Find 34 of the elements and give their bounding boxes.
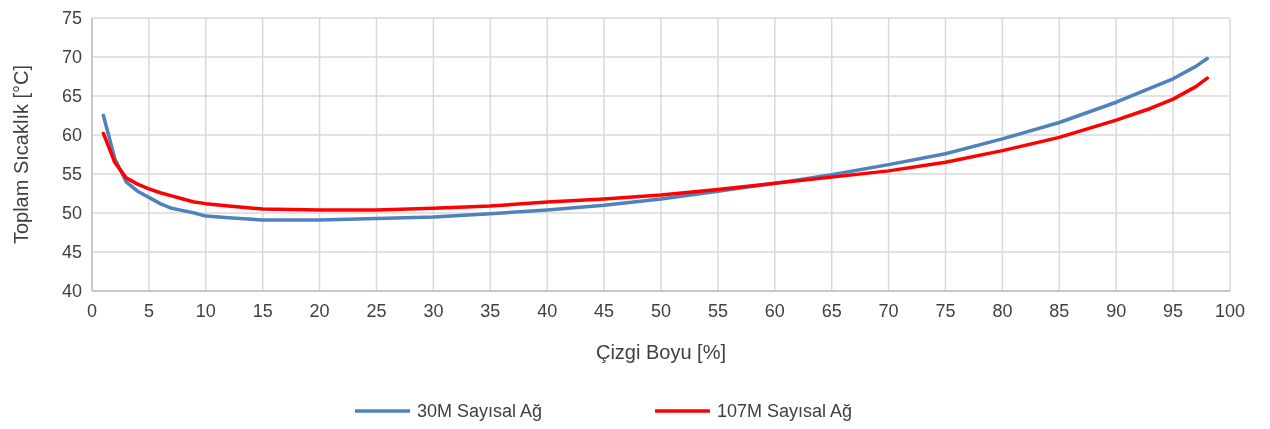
x-tick-label: 60 (764, 301, 785, 321)
x-tick-label: 100 (1214, 301, 1246, 321)
y-tick-label: 40 (61, 281, 82, 302)
x-tick-label: 30 (423, 301, 444, 321)
x-tick-label: 70 (878, 301, 899, 321)
x-tick-label: 40 (537, 301, 558, 321)
x-tick-label: 80 (992, 301, 1013, 321)
x-tick-label: 90 (1106, 301, 1127, 321)
y-tick-label: 75 (61, 8, 82, 29)
y-tick-label: 50 (61, 203, 82, 224)
x-tick-label: 25 (366, 301, 387, 321)
y-tick-label: 55 (61, 164, 82, 185)
x-tick-label: 65 (821, 301, 842, 321)
x-tick-label: 20 (309, 301, 330, 321)
x-tick-label: 10 (195, 301, 216, 321)
x-tick-label: 5 (143, 301, 154, 321)
y-tick-label: 70 (61, 47, 82, 68)
x-tick-label: 95 (1163, 301, 1184, 321)
x-tick-label: 50 (650, 301, 672, 321)
legend-label: 30M Sayısal Ağ (417, 401, 543, 422)
x-tick-label: 15 (252, 301, 273, 321)
x-tick-label: 85 (1049, 301, 1070, 321)
y-tick-label: 45 (61, 242, 82, 263)
x-axis-title: Çizgi Boyu [%] (595, 341, 727, 363)
y-tick-label: 65 (61, 86, 82, 107)
y-tick-label: 60 (61, 125, 82, 146)
line-series (101, 76, 1209, 212)
y-axis-title: Toplam Sıcaklık [°C] (10, 64, 32, 245)
legend-label: 107M Sayısal Ağ (717, 401, 853, 422)
x-tick-label: 35 (480, 301, 501, 321)
x-tick-label: 45 (594, 301, 615, 321)
x-tick-label: 55 (707, 301, 728, 321)
x-tick-label: 0 (86, 301, 98, 321)
x-tick-label: 75 (935, 301, 956, 321)
